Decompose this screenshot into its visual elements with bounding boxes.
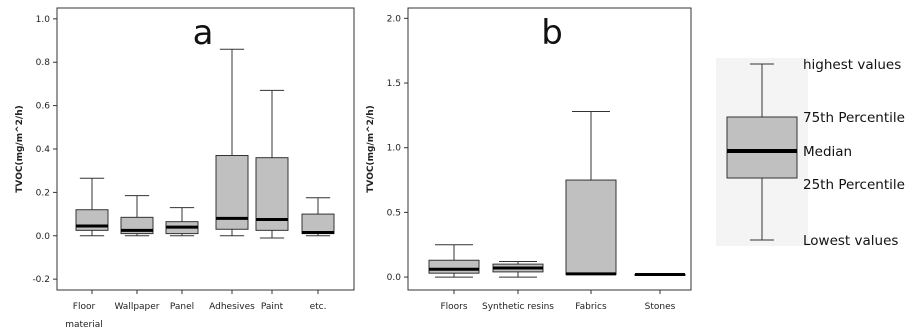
panel-a-category-label-0-1: material <box>65 320 103 329</box>
panel-b-ytick-label-3: 1.5 <box>387 79 401 89</box>
panel-b-frame <box>407 7 692 291</box>
panel-b-ytick-label-1: 0.5 <box>387 208 401 218</box>
panel-a-category-label-2-0: Panel <box>170 302 194 312</box>
panel-b-ytick-label-4: 2.0 <box>387 14 402 24</box>
panel-b-plot: 0.0 0.5 1.0 1.5 2.0 Floors Synthetic resins Fab… <box>387 14 686 312</box>
panel-a-ytick-label-3: 0.4 <box>36 145 51 155</box>
panel-a-plot: -0.2 0.0 0.2 0.4 0.6 0.8 1.0 Floor material Wallp… <box>32 15 335 329</box>
panel-b-category-label-3-0: Stones <box>645 302 676 312</box>
legend-highest-label: highest values <box>803 57 901 73</box>
panel-a-category-label-0-0: Floor <box>73 302 96 312</box>
panel-b-box-2 <box>565 179 617 275</box>
panel-a-category-label-3-0: Adhesives <box>209 302 255 312</box>
panel-b-label: b <box>541 13 563 53</box>
panel-a-category-label-4-0: Paint <box>261 302 284 312</box>
panel-a-ytick-label-1: 0.0 <box>36 232 51 242</box>
panel-b-ytick-label-2: 1.0 <box>387 144 402 154</box>
legend-q3-label: 75th Percentile <box>803 110 905 126</box>
panel-a-ytick-label-5: 0.8 <box>36 58 51 68</box>
panel-a-ytick-label-2: 0.2 <box>36 188 50 198</box>
panel-a-ytick-label-0: -0.2 <box>32 275 50 285</box>
panel-a-ytick-label-6: 1.0 <box>36 15 51 25</box>
panel-a-label: a <box>193 13 214 53</box>
panel-b-ytick-label-0: 0.0 <box>387 273 402 283</box>
legend-q1-label: 25th Percentile <box>803 177 905 193</box>
legend-median-label: Median <box>803 144 852 160</box>
legend-lowest-label: Lowest values <box>803 233 898 249</box>
panel-a-category-label-1-0: Wallpaper <box>114 302 159 312</box>
panel-b-category-label-2-0: Fabrics <box>575 302 607 312</box>
legend-box <box>726 116 798 179</box>
panel-b-category-label-0-0: Floors <box>440 302 467 312</box>
panel-b-box-0 <box>428 259 480 274</box>
panel-a-ylabel: TVOC(mg/m^2/h) <box>15 105 25 192</box>
panel-b-category-label-1-0: Synthetic resins <box>482 302 554 312</box>
panel-a-frame <box>56 7 355 291</box>
panel-b-ylabel: TVOC(mg/m^2/h) <box>366 105 376 192</box>
panel-a-category-label-5-0: etc. <box>310 302 327 312</box>
panel-a-ytick-label-4: 0.6 <box>36 102 51 112</box>
panel-a-box-5 <box>301 213 335 235</box>
